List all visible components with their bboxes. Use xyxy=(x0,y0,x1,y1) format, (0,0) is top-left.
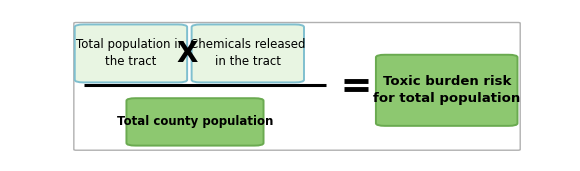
Text: Total population in
the tract: Total population in the tract xyxy=(77,38,186,68)
Text: X: X xyxy=(176,40,198,68)
FancyBboxPatch shape xyxy=(376,55,517,126)
Text: Total county population: Total county population xyxy=(117,115,273,128)
Text: Toxic burden risk
for total population: Toxic burden risk for total population xyxy=(373,75,520,105)
FancyBboxPatch shape xyxy=(75,24,187,82)
FancyBboxPatch shape xyxy=(126,98,263,146)
FancyBboxPatch shape xyxy=(191,24,304,82)
FancyBboxPatch shape xyxy=(74,23,520,150)
Text: Chemicals released
in the tract: Chemicals released in the tract xyxy=(190,38,306,68)
